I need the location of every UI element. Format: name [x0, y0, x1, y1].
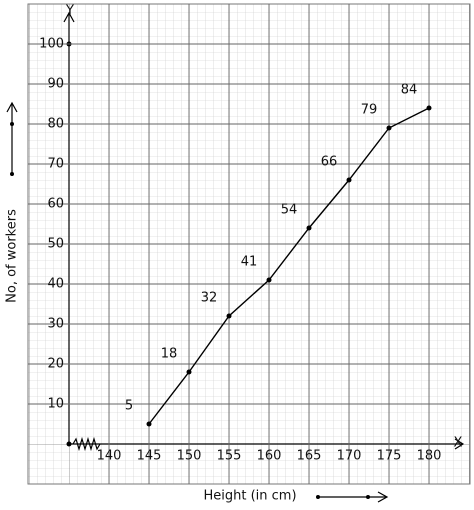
data-line [148, 107, 430, 425]
y-tick-label: 20 [47, 357, 64, 372]
data-label: 79 [361, 103, 378, 118]
data-point [346, 177, 352, 183]
y-tick-label: 80 [47, 117, 64, 132]
x-tick-label: 150 [177, 449, 202, 464]
y-tick-label: 70 [47, 157, 64, 172]
x-tick-label: 140 [97, 449, 122, 464]
data-point [306, 225, 312, 231]
data-point [226, 313, 232, 319]
x-tick-label: 165 [297, 449, 322, 464]
data-label: 41 [241, 255, 258, 270]
x-tick-label: 170 [337, 449, 362, 464]
y-tick-label: 40 [47, 277, 64, 292]
data-point [426, 105, 432, 111]
x-tick-label: 155 [217, 449, 242, 464]
data-point [266, 277, 272, 283]
data-label: 32 [201, 291, 218, 306]
y-axis-symbol: Y [65, 4, 74, 19]
y-tick-label: 100 [39, 37, 64, 52]
y-tick-label: 60 [47, 197, 64, 212]
x-tick-label: 180 [417, 449, 442, 464]
data-label: 84 [401, 83, 418, 98]
y-tick-label: 30 [47, 317, 64, 332]
x-axis-symbol: X [454, 436, 463, 451]
data-label: 66 [321, 155, 338, 170]
data-point [386, 125, 392, 131]
x-tick-label: 175 [377, 449, 402, 464]
data-point [186, 369, 192, 375]
x-axis-label: Height (in cm) [203, 489, 296, 504]
data-label: 54 [281, 203, 298, 218]
y-tick-label: 50 [47, 237, 64, 252]
y-axis-label: No, of workers [5, 209, 20, 303]
data-label: 5 [125, 399, 133, 414]
data-point [146, 421, 152, 427]
axes [6, 11, 465, 503]
x-tick-label: 145 [137, 449, 162, 464]
y-tick-label: 10 [47, 397, 64, 412]
data-label: 18 [161, 347, 178, 362]
y-tick-label: 90 [47, 77, 64, 92]
x-tick-label: 160 [257, 449, 282, 464]
